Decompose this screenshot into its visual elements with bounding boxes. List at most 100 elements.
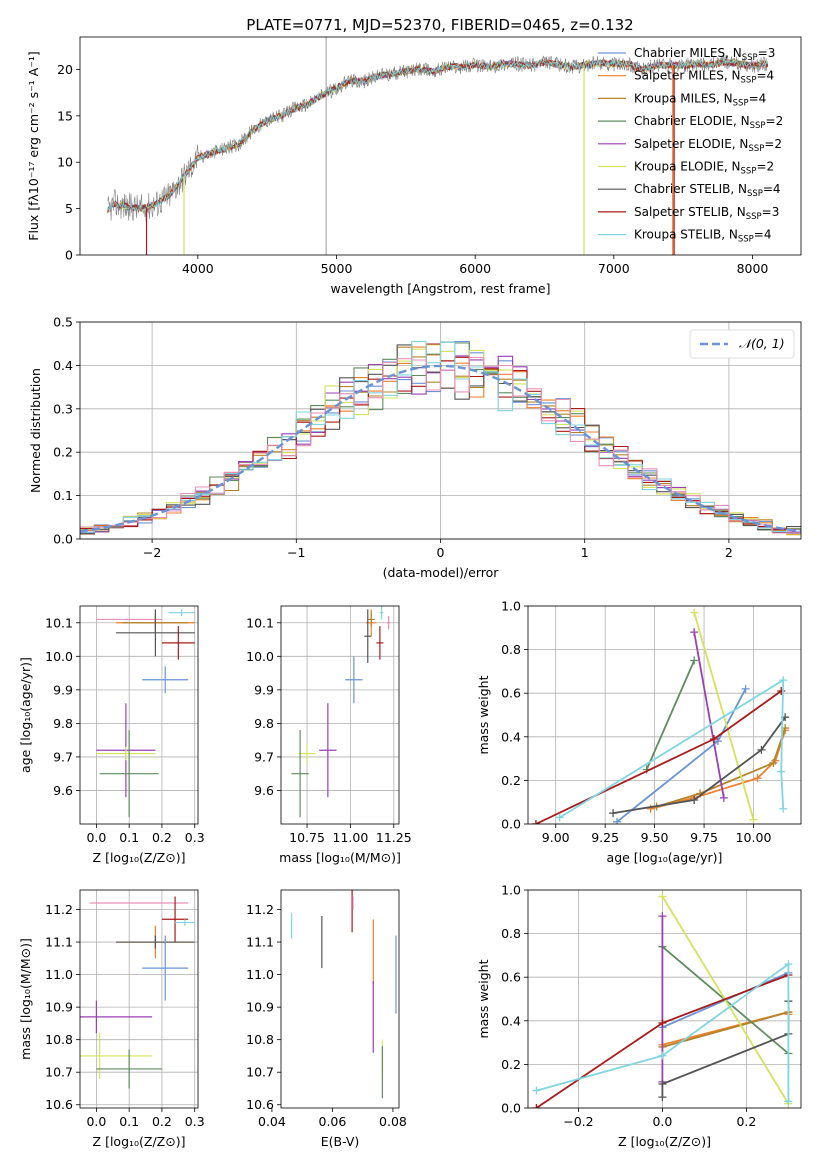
legend-entry: Kroupa ELODIE, NSSP=2 [634, 160, 774, 177]
legend-sub: SSP [741, 167, 757, 177]
legend-suffix: =2 [764, 137, 782, 151]
y-tick-label: 0.0 [501, 1101, 521, 1116]
series-marker [757, 745, 766, 754]
spectrum-legend: Chabrier MILES, N SSP =3 Salpeter MILES, N S… [598, 46, 783, 245]
panel-mass_vs_Z: 0.0 0.1 0.2 0.3 10.6 10.7 10.8 10.9 11.0 11.1 11.2… [18, 889, 205, 1149]
y-tick-label: 0.2 [53, 445, 73, 460]
series-marker [690, 628, 699, 637]
figure-title: PLATE=0771, MJD=52370, FIBERID=0465, z=0… [246, 16, 633, 34]
y-tick-label: 11.0 [246, 967, 274, 982]
y-tick-label: 0.5 [53, 315, 73, 330]
x-tick-label: 5000 [321, 261, 353, 276]
panel-massweight_vs_age: 9.00 9.25 9.50 9.75 10.00 0.0 0.2 0.4 0.6 0.8 1.0 a… [476, 599, 802, 865]
y-tick-label: 0.1 [53, 488, 73, 503]
y-tick-label: 10.1 [45, 615, 73, 630]
x-tick-label: 7000 [598, 261, 630, 276]
legend-label: Kroupa ELODIE, N [634, 160, 741, 174]
axes-frame [527, 889, 802, 1109]
y-tick-label: 10.9 [246, 1000, 274, 1015]
y-tick-label: 0.3 [53, 401, 73, 416]
y-tick-label: 10.1 [246, 615, 274, 630]
series-marker [777, 687, 786, 696]
legend-sub: SSP [733, 98, 749, 108]
y-tick-label: 1.0 [501, 599, 521, 614]
y-tick-label: 11.1 [246, 935, 274, 950]
x-axis-label: E(B-V) [321, 1134, 360, 1149]
x-tick-label: 9.00 [542, 830, 570, 845]
y-tick-label: 0.4 [501, 1013, 521, 1028]
series-marker [784, 960, 793, 969]
y-tick-label: 20 [57, 62, 73, 77]
residuals-legend: 𝒩(0, 1) [689, 329, 795, 359]
axes-frame [79, 889, 199, 1109]
legend-label: Chabrier ELODIE, N [634, 114, 750, 128]
x-tick-label: 0.2 [736, 1114, 756, 1129]
y-tick-label: 11.2 [45, 902, 73, 917]
x-tick-label: 0.1 [119, 1114, 139, 1129]
legend-suffix: =2 [766, 114, 784, 128]
legend-box [689, 329, 795, 359]
y-tick-label: 0.8 [501, 642, 521, 657]
panel-spectrum: 4000 5000 6000 7000 8000 0 5 10 15 20 wavelength [… [26, 36, 802, 296]
series-line [536, 962, 790, 1102]
series-marker [613, 817, 622, 824]
x-tick-label: 11.00 [333, 830, 369, 845]
series-marker [658, 1080, 667, 1089]
y-tick-label: 5 [65, 201, 73, 216]
series-line [559, 678, 785, 819]
x-tick-label: −0.2 [563, 1114, 593, 1129]
series-marker [769, 758, 778, 767]
panel-age_vs_mass: 10.75 11.00 11.25 9.6 9.7 9.8 9.9 10.0 10.1 mass … [246, 605, 412, 865]
series-marker [690, 656, 699, 665]
x-tick-label: 0.2 [152, 830, 172, 845]
x-tick-label: 0 [437, 545, 445, 560]
series-line [612, 716, 786, 814]
series-line [656, 727, 787, 808]
legend-label: Chabrier MILES, N [634, 46, 742, 60]
series-marker [532, 1104, 541, 1108]
x-tick-label: 2 [725, 545, 733, 560]
plot-area [96, 609, 195, 818]
spectrum-model-line [107, 58, 769, 212]
legend-sub: SSP [746, 212, 762, 222]
legend-sub: SSP [748, 144, 764, 154]
y-tick-label: 9.7 [53, 749, 73, 764]
legend-suffix: =4 [754, 228, 772, 242]
x-tick-label: 0.08 [379, 1114, 407, 1129]
panel-massweight_vs_Z: −0.2 0.0 0.2 0.0 0.2 0.4 0.6 0.8 1.0 Z [log₁₀(Z/Z… [476, 883, 802, 1149]
legend-label: Chabrier STELIB, N [634, 182, 747, 196]
x-tick-label: 8000 [737, 261, 769, 276]
legend-suffix: =2 [756, 160, 774, 174]
legend-label: 𝒩(0, 1) [739, 336, 785, 351]
series-marker [646, 804, 655, 813]
y-tick-label: 10.8 [45, 1032, 73, 1047]
axes-frame [79, 36, 802, 256]
series-marker [784, 1097, 793, 1106]
y-tick-label: 9.9 [53, 682, 73, 697]
y-tick-label: 0.8 [501, 926, 521, 941]
legend-suffix: =4 [749, 91, 767, 105]
y-tick-label: 9.6 [254, 783, 274, 798]
series-marker [531, 820, 540, 824]
y-tick-label: 0 [65, 248, 73, 263]
legend-suffix: =3 [758, 46, 776, 60]
series-marker [658, 1018, 667, 1027]
y-tick-label: 15 [57, 108, 73, 123]
legend-label: Salpeter MILES, N [634, 69, 741, 83]
histogram-step [80, 356, 801, 534]
x-tick-label: 0.0 [86, 830, 106, 845]
y-axis-label: Flux [fλ10⁻¹⁷ erg cm⁻² s⁻¹ A⁻¹] [26, 51, 41, 240]
legend-label: Salpeter ELODIE, N [634, 137, 748, 151]
y-tick-label: 10 [57, 155, 73, 170]
x-tick-label: 0.1 [119, 830, 139, 845]
x-tick-label: 9.75 [690, 830, 718, 845]
x-tick-label: 0.06 [319, 1114, 347, 1129]
panel-mass_vs_ebv: 0.04 0.06 0.08 10.6 10.7 10.8 10.9 11.0 11.1 11.2… [246, 889, 407, 1149]
panel-age_vs_Z: 0.0 0.1 0.2 0.3 9.6 9.7 9.8 9.9 10.0 10.1 Z [log₁₀… [18, 605, 205, 865]
y-tick-label: 0.2 [501, 1057, 521, 1072]
series-marker [753, 774, 762, 783]
series-marker [658, 1093, 667, 1102]
legend-label: Salpeter STELIB, N [634, 205, 746, 219]
x-tick-label: 11.25 [376, 830, 412, 845]
y-tick-label: 0.0 [501, 817, 521, 832]
